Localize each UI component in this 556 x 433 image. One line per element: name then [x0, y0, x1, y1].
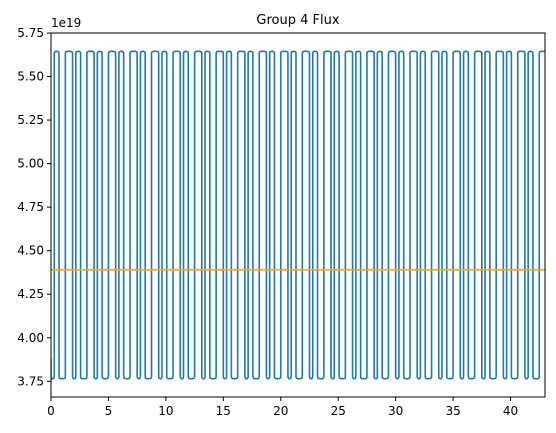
y-tick-label: 4.25 — [17, 287, 44, 301]
x-tick-label: 25 — [331, 404, 346, 418]
y-tick-label: 5.00 — [17, 157, 44, 171]
y-tick-label: 3.75 — [17, 374, 44, 388]
x-tick-label: 20 — [273, 404, 288, 418]
y-tick-label: 5.50 — [17, 70, 44, 84]
plot-frame — [50, 32, 546, 398]
x-tick-label: 30 — [388, 404, 403, 418]
plot-area — [51, 50, 545, 380]
y-tick-label: 4.50 — [17, 244, 44, 258]
series-line-1 — [51, 50, 545, 380]
x-tick-label: 35 — [445, 404, 460, 418]
y-axis: 3.75 4.00 4.25 4.50 4.75 5.00 5.25 5.50 5.75 — [17, 26, 51, 388]
x-tick-label: 40 — [503, 404, 518, 418]
x-tick-label: 10 — [158, 404, 173, 418]
x-tick-label: 5 — [105, 404, 113, 418]
y-offset-label: 1e19 — [51, 16, 81, 30]
x-axis: 0 5 10 15 20 25 30 35 40 — [47, 397, 518, 418]
y-tick-label: 4.00 — [17, 331, 44, 345]
x-tick-label: 0 — [47, 404, 55, 418]
y-tick-label: 4.75 — [17, 200, 44, 214]
y-tick-label: 5.75 — [17, 26, 44, 40]
y-tick-label: 5.25 — [17, 113, 44, 127]
x-tick-label: 15 — [216, 404, 231, 418]
chart-title: Group 4 Flux — [256, 13, 339, 28]
